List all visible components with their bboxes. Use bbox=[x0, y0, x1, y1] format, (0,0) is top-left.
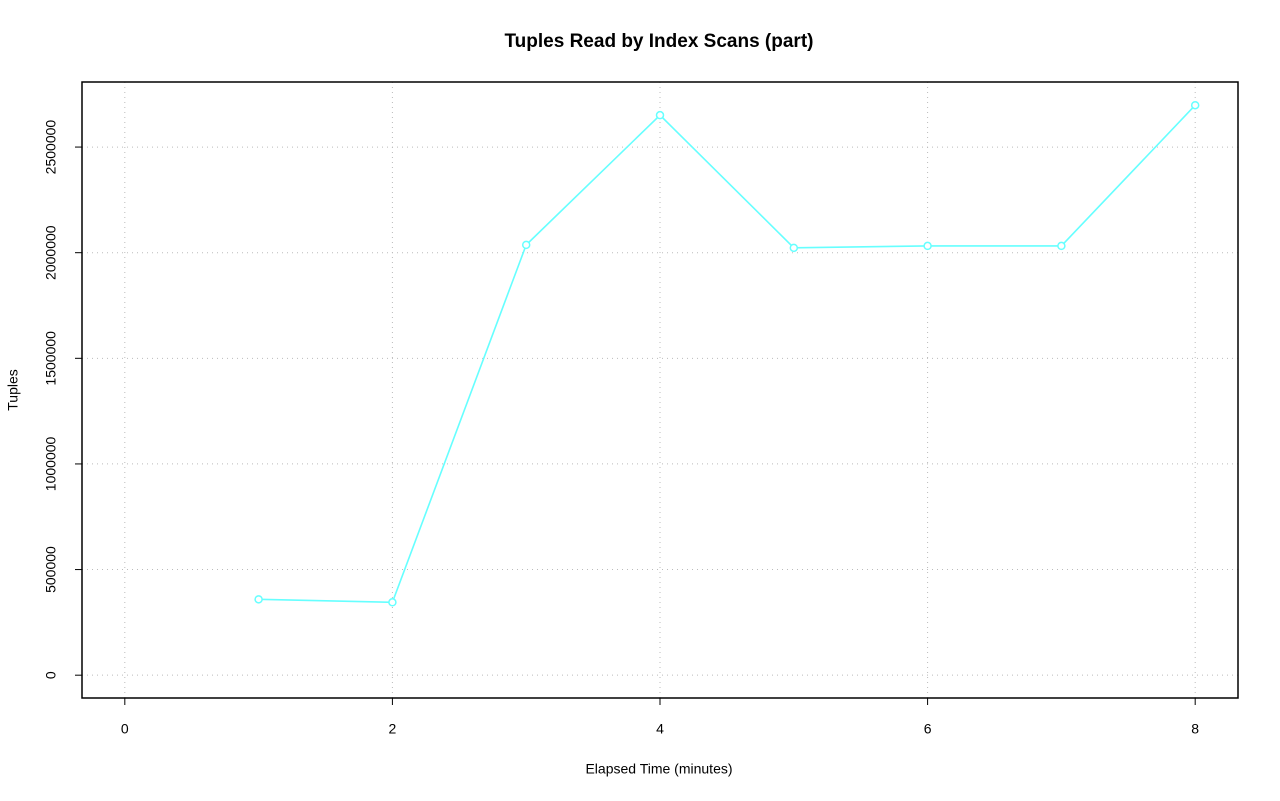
y-tick-label: 0 bbox=[43, 671, 59, 679]
data-point bbox=[655, 110, 665, 120]
data-point bbox=[388, 598, 397, 607]
y-tick-label: 1500000 bbox=[43, 331, 59, 386]
x-tick-label: 4 bbox=[656, 721, 664, 737]
data-line bbox=[258, 104, 1196, 604]
y-tick-label: 2000000 bbox=[43, 225, 59, 280]
plot-frame bbox=[81, 81, 1239, 699]
y-tick-label: 1000000 bbox=[43, 436, 59, 491]
x-tick-label: 8 bbox=[1191, 721, 1199, 737]
x-tick-label: 6 bbox=[924, 721, 932, 737]
chart-title: Tuples Read by Index Scans (part) bbox=[504, 31, 813, 52]
y-tick-label: 500000 bbox=[43, 546, 59, 593]
data-point bbox=[1190, 100, 1200, 110]
x-tick-label: 0 bbox=[121, 721, 129, 737]
data-point bbox=[254, 595, 263, 604]
x-tick-label: 2 bbox=[389, 721, 397, 737]
y-tick-label: 2500000 bbox=[43, 120, 59, 175]
x-axis-label: Elapsed Time (minutes) bbox=[585, 761, 732, 777]
data-point bbox=[521, 240, 531, 250]
data-point bbox=[1057, 241, 1066, 251]
y-axis-label: Tuples bbox=[5, 369, 21, 411]
data-point bbox=[923, 241, 932, 251]
data-point bbox=[789, 243, 799, 253]
